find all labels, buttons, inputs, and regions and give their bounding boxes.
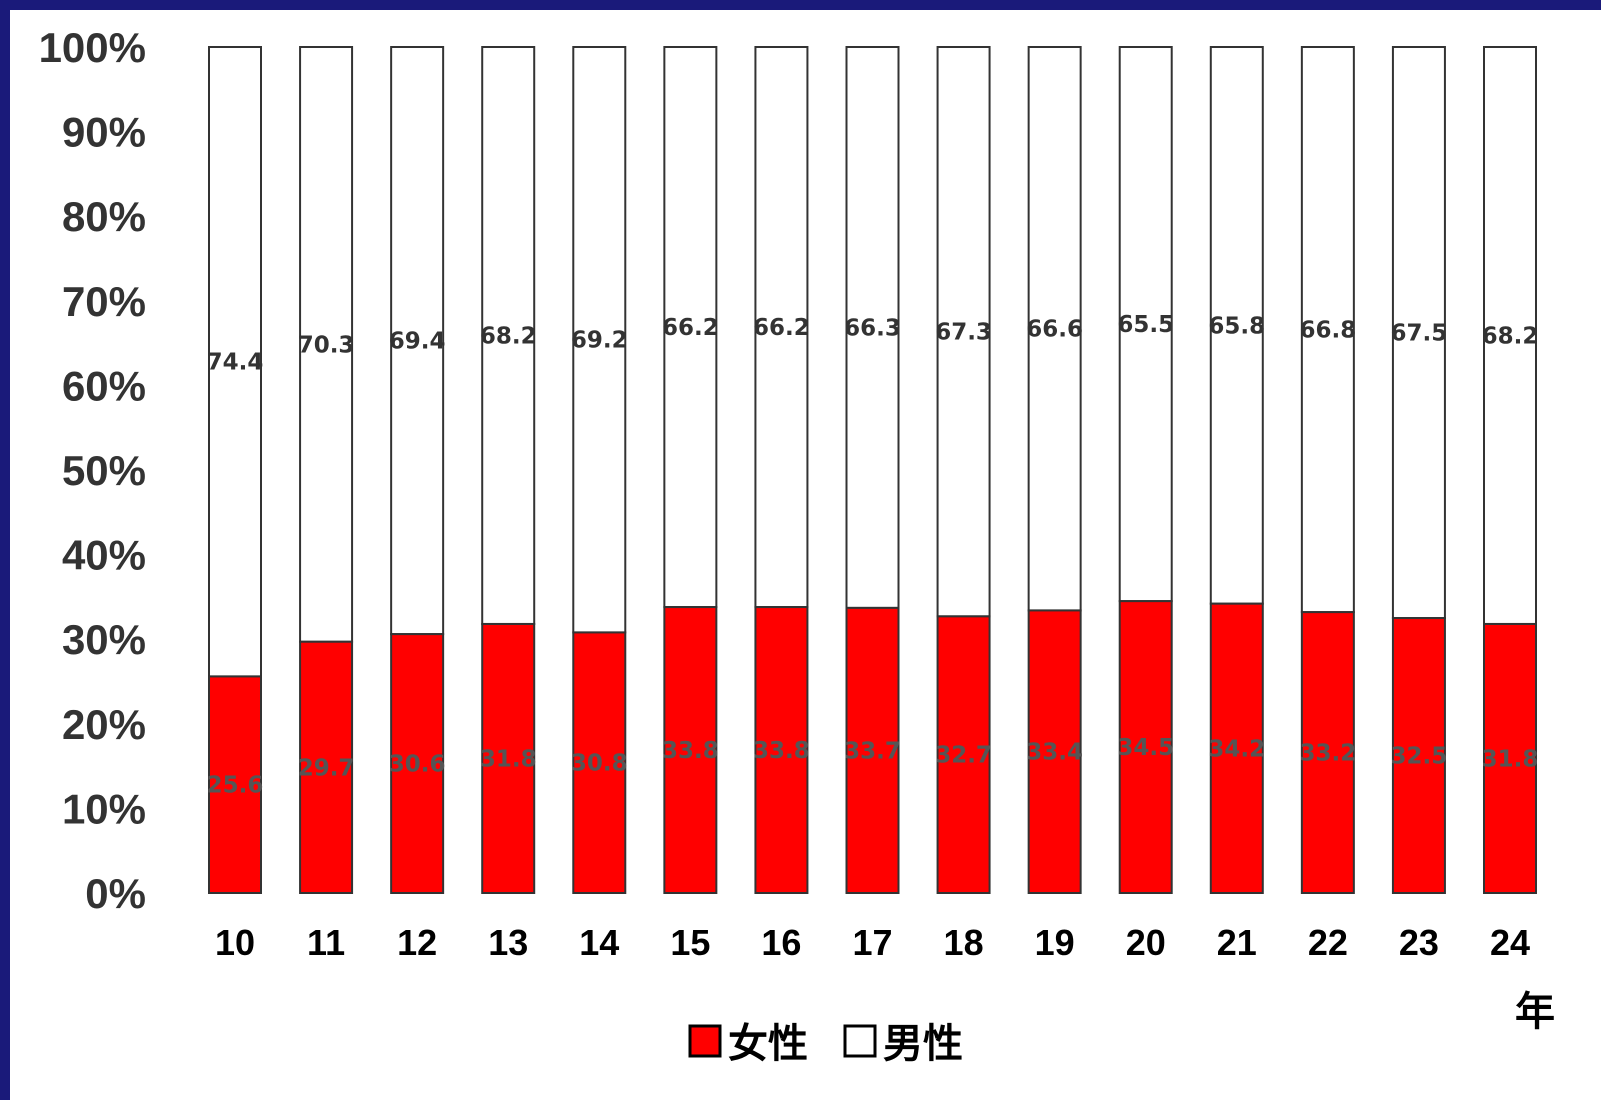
bar-segment-male — [1391, 46, 1446, 620]
data-label-female: 31.8 — [480, 746, 537, 772]
x-tick-label: 17 — [852, 922, 892, 963]
data-label-male: 65.5 — [1117, 312, 1174, 338]
data-label-female: 31.8 — [1482, 746, 1539, 772]
bar-segment-female — [845, 606, 900, 894]
bar-segment-female — [1483, 622, 1537, 894]
chart-frame: 0% 10% 20% 30% 40% 50% 60% 70% 80% 90% 100% 25.6 74… — [10, 10, 1601, 1100]
bar-segment-male — [1027, 46, 1082, 612]
bar-segment-male — [208, 46, 262, 678]
data-label-male: 66.8 — [1299, 318, 1356, 344]
y-tick-label: 50% — [62, 447, 146, 494]
data-label-male: 70.3 — [298, 332, 355, 358]
bars-group: 25.6 74.4 29.7 70.3 30.6 69.4 31.8 68.2 30.8 69.2… — [207, 46, 1539, 895]
y-axis: 0% 10% 20% 30% 40% 50% 60% 70% 80% 90% 100% — [39, 24, 146, 917]
x-tick-label: 18 — [944, 922, 984, 963]
bar-segment-female — [299, 640, 354, 894]
x-tick-label: 12 — [397, 922, 437, 963]
data-label-female: 34.2 — [1208, 736, 1265, 762]
legend-swatch-male — [843, 1024, 877, 1058]
bar-segment-male — [1483, 46, 1537, 625]
x-tick-label: 24 — [1490, 922, 1530, 963]
data-label-female: 25.6 — [207, 773, 264, 799]
x-tick-label: 13 — [488, 922, 528, 963]
data-label-male: 65.8 — [1208, 313, 1265, 339]
bar-segment-female — [1300, 611, 1355, 894]
x-tick-label: 16 — [761, 922, 801, 963]
bar-segment-female — [1118, 600, 1173, 894]
data-label-female: 33.2 — [1299, 741, 1356, 767]
y-tick-label: 20% — [62, 701, 146, 748]
x-tick-label: 10 — [215, 922, 255, 963]
bar-segment-female — [390, 633, 445, 895]
x-tick-label: 21 — [1217, 922, 1257, 963]
bar-segment-male — [1118, 46, 1173, 603]
bar-segment-male — [299, 46, 354, 643]
bar-segment-female — [1209, 602, 1264, 895]
data-label-male: 69.2 — [571, 328, 628, 354]
data-label-male: 66.2 — [662, 315, 719, 341]
data-label-female: 30.6 — [389, 752, 446, 778]
data-label-male: 66.6 — [1026, 317, 1083, 343]
y-tick-label: 10% — [62, 785, 146, 832]
bar-segment-female — [1027, 609, 1082, 894]
legend: 女性 男性 — [688, 1021, 963, 1067]
data-label-female: 29.7 — [298, 755, 355, 781]
y-tick-label: 60% — [62, 362, 146, 409]
bar-segment-female — [208, 675, 262, 895]
x-tick-label: 15 — [670, 922, 710, 963]
data-label-male: 74.4 — [207, 350, 264, 376]
x-tick-label: 20 — [1126, 922, 1166, 963]
legend-label-male: 男性 — [883, 1021, 963, 1067]
data-label-male: 68.2 — [480, 323, 537, 349]
x-tick-label: 19 — [1035, 922, 1075, 963]
y-tick-label: 40% — [62, 532, 146, 579]
bar-segment-male — [663, 46, 718, 609]
bar-chart: 0% 10% 20% 30% 40% 50% 60% 70% 80% 90% 100% 25.6 74… — [39, 24, 1555, 1067]
y-tick-label: 30% — [62, 616, 146, 663]
bar-segment-male — [936, 46, 991, 618]
y-tick-label: 90% — [62, 109, 146, 156]
data-label-male: 67.3 — [935, 320, 992, 346]
data-label-female: 33.8 — [662, 738, 719, 764]
bar-segment-male — [1209, 46, 1264, 605]
data-label-female: 34.5 — [1117, 735, 1174, 761]
data-label-female: 32.7 — [935, 743, 992, 769]
y-tick-label: 100% — [39, 24, 146, 71]
data-label-male: 66.2 — [753, 315, 810, 341]
y-tick-label: 0% — [85, 870, 146, 917]
data-label-female: 32.5 — [1391, 744, 1448, 770]
legend-label-female: 女性 — [728, 1021, 808, 1067]
data-label-male: 69.4 — [389, 329, 446, 355]
bar-segment-female — [754, 606, 809, 894]
data-label-female: 33.8 — [753, 738, 810, 764]
bar-segment-female — [663, 606, 718, 894]
data-label-male: 68.2 — [1482, 323, 1539, 349]
data-label-female: 30.8 — [571, 751, 628, 777]
data-label-male: 67.5 — [1391, 321, 1448, 347]
data-label-female: 33.4 — [1026, 740, 1083, 766]
legend-swatch-female — [688, 1024, 722, 1058]
x-unit-label: 年 — [1515, 989, 1555, 1035]
x-axis: 10 11 12 13 14 15 16 17 18 19 20 21 22 23 24 — [215, 922, 1530, 963]
data-label-male: 66.3 — [844, 315, 901, 341]
x-tick-label: 14 — [579, 922, 619, 963]
bar-segment-female — [481, 622, 536, 894]
y-tick-label: 80% — [62, 193, 146, 240]
bar-segment-female — [1391, 617, 1446, 894]
x-tick-label: 22 — [1308, 922, 1348, 963]
y-tick-label: 70% — [62, 278, 146, 325]
bar-segment-female — [936, 615, 991, 894]
x-tick-label: 11 — [307, 922, 345, 963]
x-tick-label: 23 — [1399, 922, 1439, 963]
data-label-female: 33.7 — [844, 738, 901, 764]
bar-segment-female — [572, 631, 627, 894]
